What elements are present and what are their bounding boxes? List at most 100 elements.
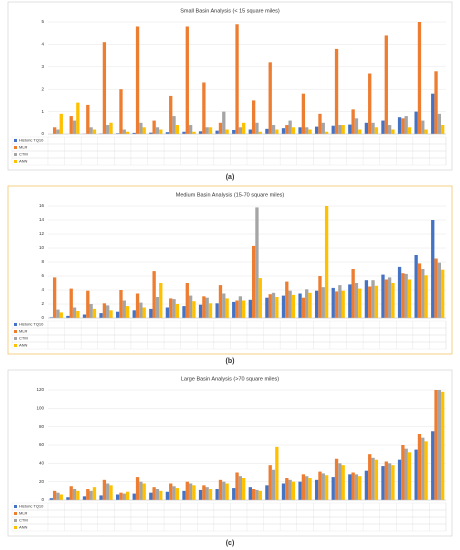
bar — [387, 125, 392, 134]
bar — [334, 48, 339, 134]
bar — [152, 487, 156, 500]
bar — [119, 89, 123, 134]
bar — [397, 459, 402, 500]
bar — [215, 303, 219, 318]
bar — [275, 129, 279, 134]
bar — [102, 303, 107, 318]
bar — [192, 301, 196, 318]
bar — [235, 24, 239, 135]
bar — [106, 483, 110, 500]
y-tick-label: 2 — [41, 86, 44, 91]
bar — [59, 113, 63, 134]
bar — [155, 297, 160, 318]
bar — [397, 266, 402, 318]
bar — [56, 492, 60, 500]
bar — [441, 125, 445, 134]
bar — [182, 131, 186, 134]
bar — [285, 281, 289, 318]
bar — [218, 122, 223, 134]
bar — [305, 127, 309, 134]
bar — [215, 130, 219, 134]
bar — [69, 288, 73, 318]
legend-label: MLR — [19, 329, 28, 334]
bar — [371, 122, 375, 134]
y-tick-label: 20 — [39, 479, 45, 484]
bar — [89, 490, 93, 500]
bar — [288, 120, 292, 134]
bar — [348, 124, 352, 134]
y-tick-label: 0 — [41, 131, 44, 136]
bar — [368, 286, 372, 318]
bar — [387, 277, 392, 318]
bar — [99, 313, 103, 318]
y-tick-label: 100 — [36, 406, 44, 411]
bar — [348, 474, 352, 500]
legend-swatch — [14, 153, 17, 156]
bar — [414, 111, 418, 134]
bar — [401, 273, 405, 318]
bar — [182, 306, 186, 318]
bar — [265, 485, 269, 500]
bar — [89, 304, 93, 318]
bar — [125, 306, 130, 318]
bar — [441, 391, 445, 500]
bar — [268, 62, 272, 134]
bar — [149, 492, 153, 500]
bar — [407, 279, 412, 318]
legend-swatch — [14, 160, 17, 163]
bar — [421, 120, 425, 134]
bar — [242, 300, 246, 318]
bar — [215, 489, 219, 500]
y-tick-label: 3 — [41, 64, 44, 69]
bar — [169, 483, 173, 500]
bar — [374, 459, 379, 500]
y-tick-label: 14 — [39, 217, 45, 222]
bar — [351, 472, 355, 500]
bar — [142, 483, 146, 500]
bar — [222, 293, 226, 318]
bar — [175, 125, 180, 134]
bar — [321, 287, 325, 318]
bar — [165, 132, 170, 134]
bar — [218, 479, 223, 500]
bar — [331, 477, 335, 500]
panel-caption: (c) — [226, 540, 235, 547]
bar — [172, 486, 176, 500]
bar — [298, 293, 302, 318]
bar — [188, 125, 193, 134]
bar — [291, 127, 296, 134]
bar — [142, 127, 146, 134]
bar — [364, 470, 369, 500]
y-tick-label: 0 — [41, 497, 44, 502]
bar — [374, 285, 379, 318]
bar — [139, 481, 143, 500]
bar — [308, 478, 312, 500]
bar — [92, 308, 97, 318]
bar — [441, 269, 445, 318]
bar — [354, 474, 359, 500]
bar — [251, 245, 256, 318]
bar — [384, 35, 388, 134]
bar — [318, 471, 322, 500]
bar — [285, 125, 289, 134]
bar — [149, 132, 153, 134]
panel-caption: (b) — [226, 358, 235, 365]
bar — [102, 479, 107, 500]
bar — [185, 283, 189, 318]
bar — [265, 128, 269, 134]
bar — [384, 279, 388, 318]
bar — [314, 126, 319, 134]
legend-swatch — [14, 139, 17, 142]
bar — [159, 283, 163, 318]
bar — [192, 131, 196, 134]
chart-title: Medium Basin Analysis (15-70 square mile… — [176, 192, 285, 198]
y-tick-label: 0 — [41, 315, 44, 320]
bar — [321, 122, 325, 134]
bar — [381, 120, 385, 134]
bar — [407, 452, 412, 500]
bar — [397, 117, 402, 134]
legend-label: ANN — [19, 525, 28, 530]
bar — [248, 487, 252, 500]
bar — [305, 476, 309, 500]
bar — [198, 304, 203, 318]
